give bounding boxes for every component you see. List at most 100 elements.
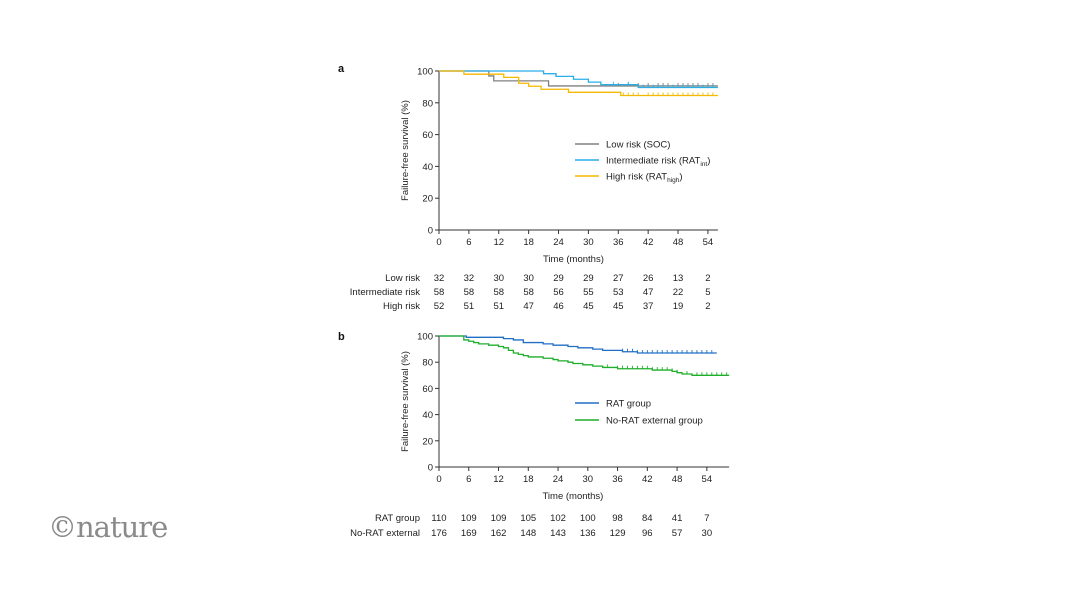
y-tick-label: 0: [428, 226, 433, 237]
x-tick-label: 30: [583, 474, 594, 485]
risk-table-value: 102: [550, 513, 566, 524]
risk-table-value: 51: [493, 301, 504, 312]
y-tick-label: 40: [422, 162, 433, 173]
risk-table-value: 58: [523, 287, 534, 298]
x-tick-label: 54: [703, 237, 714, 248]
x-tick-label: 18: [523, 237, 534, 248]
risk-table-value: 58: [434, 287, 445, 298]
risk-table-value: 136: [580, 528, 596, 539]
series-line: [439, 335, 717, 354]
risk-table-value: 5: [705, 287, 710, 298]
risk-table-value: 52: [434, 301, 445, 312]
x-tick-label: 54: [702, 474, 713, 485]
risk-table-value: 58: [493, 287, 504, 298]
nature-logo: ©nature: [48, 510, 168, 544]
x-tick-label: 18: [523, 474, 534, 485]
risk-table-value: 41: [672, 513, 683, 524]
x-tick-label: 48: [673, 237, 684, 248]
risk-table-value: 105: [520, 513, 536, 524]
y-tick-label: 80: [422, 358, 433, 369]
risk-table-value: 2: [705, 301, 710, 312]
x-tick-label: 30: [583, 237, 594, 248]
risk-table-value: 26: [643, 273, 654, 284]
risk-table-value: 30: [493, 273, 504, 284]
risk-table-value: 169: [461, 528, 477, 539]
x-tick-label: 0: [436, 237, 441, 248]
risk-table-value: 46: [553, 301, 564, 312]
risk-table-value: 109: [491, 513, 507, 524]
risk-table-value: 58: [464, 287, 475, 298]
risk-table-value: 148: [520, 528, 536, 539]
risk-table-value: 7: [704, 513, 709, 524]
y-tick-label: 80: [422, 98, 433, 109]
y-tick-label: 100: [417, 67, 433, 78]
x-axis-label: Time (months): [543, 254, 604, 265]
risk-table-value: 19: [673, 301, 684, 312]
risk-table-value: 13: [673, 273, 684, 284]
y-tick-label: 60: [422, 384, 433, 395]
legend-label: Low risk (SOC): [606, 140, 670, 151]
risk-table-value: 98: [612, 513, 623, 524]
x-tick-label: 12: [493, 474, 504, 485]
risk-table-value: 45: [583, 301, 594, 312]
x-tick-label: 42: [643, 237, 654, 248]
risk-table-value: 96: [642, 528, 653, 539]
x-tick-label: 36: [612, 474, 623, 485]
series-line: [439, 70, 718, 97]
y-tick-label: 40: [422, 410, 433, 421]
y-axis-label: Failure-free survival (%): [400, 100, 411, 201]
x-tick-label: 24: [553, 237, 564, 248]
x-tick-label: 6: [466, 474, 471, 485]
legend-label: Intermediate risk (RATint): [606, 156, 710, 169]
risk-table-value: 129: [610, 528, 626, 539]
y-axis-label: Failure-free survival (%): [400, 351, 411, 452]
y-tick-label: 20: [422, 194, 433, 205]
panel-label: b: [338, 331, 345, 343]
risk-table-value: 29: [583, 273, 594, 284]
risk-table-value: 56: [553, 287, 564, 298]
risk-table-value: 162: [491, 528, 507, 539]
y-tick-label: 20: [422, 436, 433, 447]
risk-table-value: 30: [523, 273, 534, 284]
risk-table-label: Intermediate risk: [350, 287, 420, 298]
risk-table-value: 29: [553, 273, 564, 284]
risk-table-value: 100: [580, 513, 596, 524]
risk-table-value: 176: [431, 528, 447, 539]
legend-label: No-RAT external group: [606, 416, 703, 427]
risk-table-value: 32: [464, 273, 475, 284]
risk-table-value: 110: [431, 513, 446, 524]
risk-table-label: No-RAT external: [350, 528, 420, 539]
risk-table-value: 47: [643, 287, 654, 298]
x-tick-label: 48: [672, 474, 683, 485]
risk-table-value: 32: [434, 273, 445, 284]
x-tick-label: 36: [613, 237, 624, 248]
panel-label: a: [338, 63, 345, 75]
x-tick-label: 24: [553, 474, 564, 485]
risk-table-label: Low risk: [385, 273, 420, 284]
legend-label: RAT group: [606, 399, 651, 410]
series-line: [439, 70, 718, 89]
risk-table-label: RAT group: [375, 513, 420, 524]
risk-table-value: 51: [464, 301, 475, 312]
x-tick-label: 6: [466, 237, 471, 248]
risk-table-value: 2: [705, 273, 710, 284]
x-axis-label: Time (months): [542, 491, 603, 502]
risk-table-label: High risk: [383, 301, 420, 312]
legend-label: High risk (RAThigh): [606, 172, 683, 185]
risk-table-value: 47: [523, 301, 534, 312]
risk-table-value: 143: [550, 528, 566, 539]
panel-a: a 0 20 40 60 80 100 0 6 12 18 24 30 36 42 48 54 Time (mon…: [338, 63, 718, 312]
series-line: [439, 70, 718, 87]
risk-table-value: 30: [702, 528, 713, 539]
x-tick-label: 0: [436, 474, 441, 485]
y-tick-label: 60: [422, 130, 433, 141]
y-tick-label: 0: [428, 463, 433, 474]
risk-table-value: 55: [583, 287, 594, 298]
x-tick-label: 42: [642, 474, 653, 485]
risk-table-value: 57: [672, 528, 683, 539]
risk-table-value: 84: [642, 513, 653, 524]
risk-table-value: 53: [613, 287, 624, 298]
y-tick-label: 100: [417, 332, 433, 343]
series-line: [439, 335, 730, 376]
